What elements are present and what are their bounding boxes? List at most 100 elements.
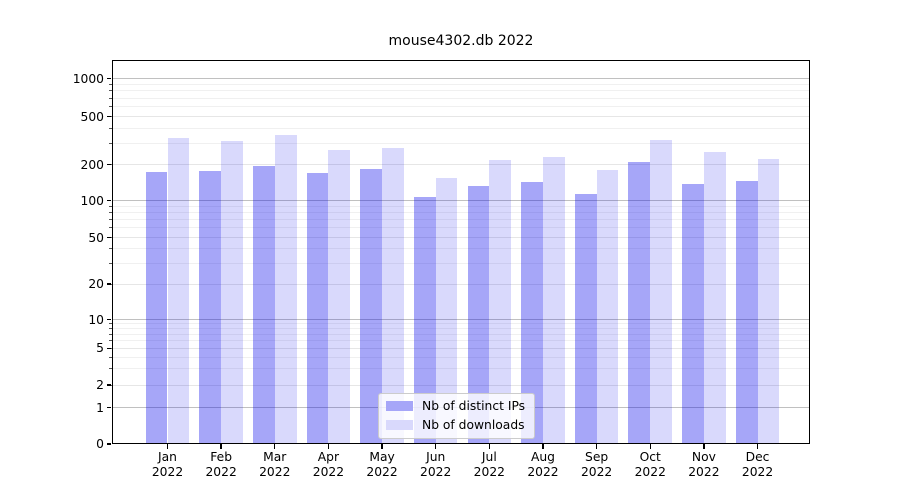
y-minor-tick (109, 219, 112, 221)
x-tick (595, 444, 598, 449)
y-minor-tick (109, 142, 112, 144)
x-label-month: May (369, 450, 395, 464)
plot-area (106, 60, 810, 449)
bar-jan-downloads (167, 137, 190, 444)
bar-dec-downloads (757, 159, 780, 444)
x-axis-tick-label: Mar 2022 (243, 450, 307, 480)
bar-mar-downloads (274, 135, 297, 444)
x-tick (220, 444, 222, 449)
gridline (112, 283, 810, 285)
x-axis-tick-label: Jan 2022 (136, 450, 200, 480)
x-tick (649, 444, 651, 449)
x-axis-tick-label: Apr 2022 (296, 450, 360, 480)
x-label-year: 2022 (259, 465, 291, 479)
x-tick (542, 444, 544, 449)
y-tick (106, 384, 111, 386)
x-axis-tick-label: Sep 2022 (565, 450, 629, 480)
y-minor-tick (109, 328, 112, 330)
y-minor-tick (109, 90, 112, 92)
gridline (112, 347, 810, 349)
legend-swatch (386, 400, 413, 412)
x-label-month: Mar (263, 450, 287, 464)
x-label-month: Nov (691, 450, 716, 464)
y-tick (106, 77, 111, 80)
bar-sep-downloads (596, 170, 619, 444)
y-minor-tick (109, 368, 112, 370)
y-tick (106, 318, 111, 321)
x-label-year: 2022 (634, 465, 666, 479)
x-axis-tick-label: Jun 2022 (404, 450, 468, 480)
gridline (112, 356, 810, 358)
bar-jan-distinct-ips (145, 171, 168, 444)
bar-dec-distinct-ips (735, 181, 758, 444)
x-axis-tick-label: Jul 2022 (457, 450, 521, 480)
bar-apr-downloads (328, 150, 351, 444)
legend-item: Nb of distinct IPs (386, 399, 525, 413)
x-label-year: 2022 (151, 465, 184, 479)
bar-aug-distinct-ips (521, 181, 543, 444)
y-minor-tick (109, 227, 112, 229)
y-axis-tick-label: 0 (96, 437, 104, 451)
y-tick (106, 115, 111, 118)
x-axis-tick-label: Aug 2022 (511, 450, 575, 480)
bar-aug-downloads (542, 156, 565, 444)
gridline (112, 333, 810, 335)
gridline (112, 212, 810, 214)
bar-mar-distinct-ips (252, 166, 275, 444)
y-minor-tick (109, 262, 112, 264)
gridline (112, 323, 810, 325)
x-label-year: 2022 (420, 465, 452, 479)
y-minor-tick (109, 205, 112, 207)
gridline (112, 384, 810, 386)
gridline (112, 262, 810, 264)
gridline (112, 164, 810, 166)
bar-oct-distinct-ips (628, 161, 651, 444)
gridline (112, 227, 810, 229)
bar-nov-distinct-ips (682, 184, 704, 444)
gridline (112, 200, 810, 202)
x-label-month: Sep (585, 450, 609, 464)
y-axis-tick-label: 2 (96, 378, 104, 392)
gridline (112, 237, 810, 238)
y-minor-tick (109, 97, 112, 99)
x-label-year: 2022 (580, 465, 613, 479)
y-axis-tick-label: 20 (88, 277, 104, 291)
gridline (112, 248, 810, 250)
gridline (112, 205, 810, 207)
gridline (112, 219, 810, 221)
bar-jun-distinct-ips (413, 196, 436, 444)
y-tick (106, 200, 111, 202)
y-minor-tick (109, 248, 112, 250)
y-minor-tick (109, 106, 112, 107)
x-label-month: Jan (158, 450, 177, 464)
x-tick (756, 444, 759, 449)
x-tick (435, 444, 437, 449)
gridline (112, 83, 810, 85)
y-axis-tick-label: 10 (88, 312, 104, 327)
bar-jul-distinct-ips (467, 185, 490, 444)
y-axis-tick-label: 100 (80, 193, 104, 208)
y-axis-tick-label: 200 (80, 157, 104, 172)
y-tick (106, 443, 111, 445)
bar-may-downloads (382, 147, 404, 444)
legend-item: Nb of downloads (386, 418, 525, 432)
x-label-month: Jun (426, 450, 446, 464)
x-axis-tick-label: Dec 2022 (726, 450, 790, 480)
x-label-month: Aug (530, 450, 555, 464)
x-axis-tick-label: Nov 2022 (672, 450, 736, 480)
x-label-month: Oct (639, 450, 661, 464)
bar-may-distinct-ips (360, 168, 383, 444)
x-label-month: Feb (210, 450, 233, 464)
y-minor-tick (109, 323, 112, 325)
x-label-year: 2022 (366, 465, 398, 479)
gridline (112, 328, 810, 330)
y-axis-tick-label: 5 (96, 341, 104, 356)
x-label-month: Apr (317, 450, 340, 464)
gridline (112, 106, 810, 107)
legend: Nb of distinct IPs Nb of downloads (378, 393, 536, 439)
x-tick (703, 444, 705, 449)
x-axis-tick-label: Oct 2022 (618, 450, 682, 480)
y-minor-tick (109, 356, 112, 358)
x-axis-tick-label: Feb 2022 (189, 450, 253, 480)
x-tick (381, 444, 383, 449)
